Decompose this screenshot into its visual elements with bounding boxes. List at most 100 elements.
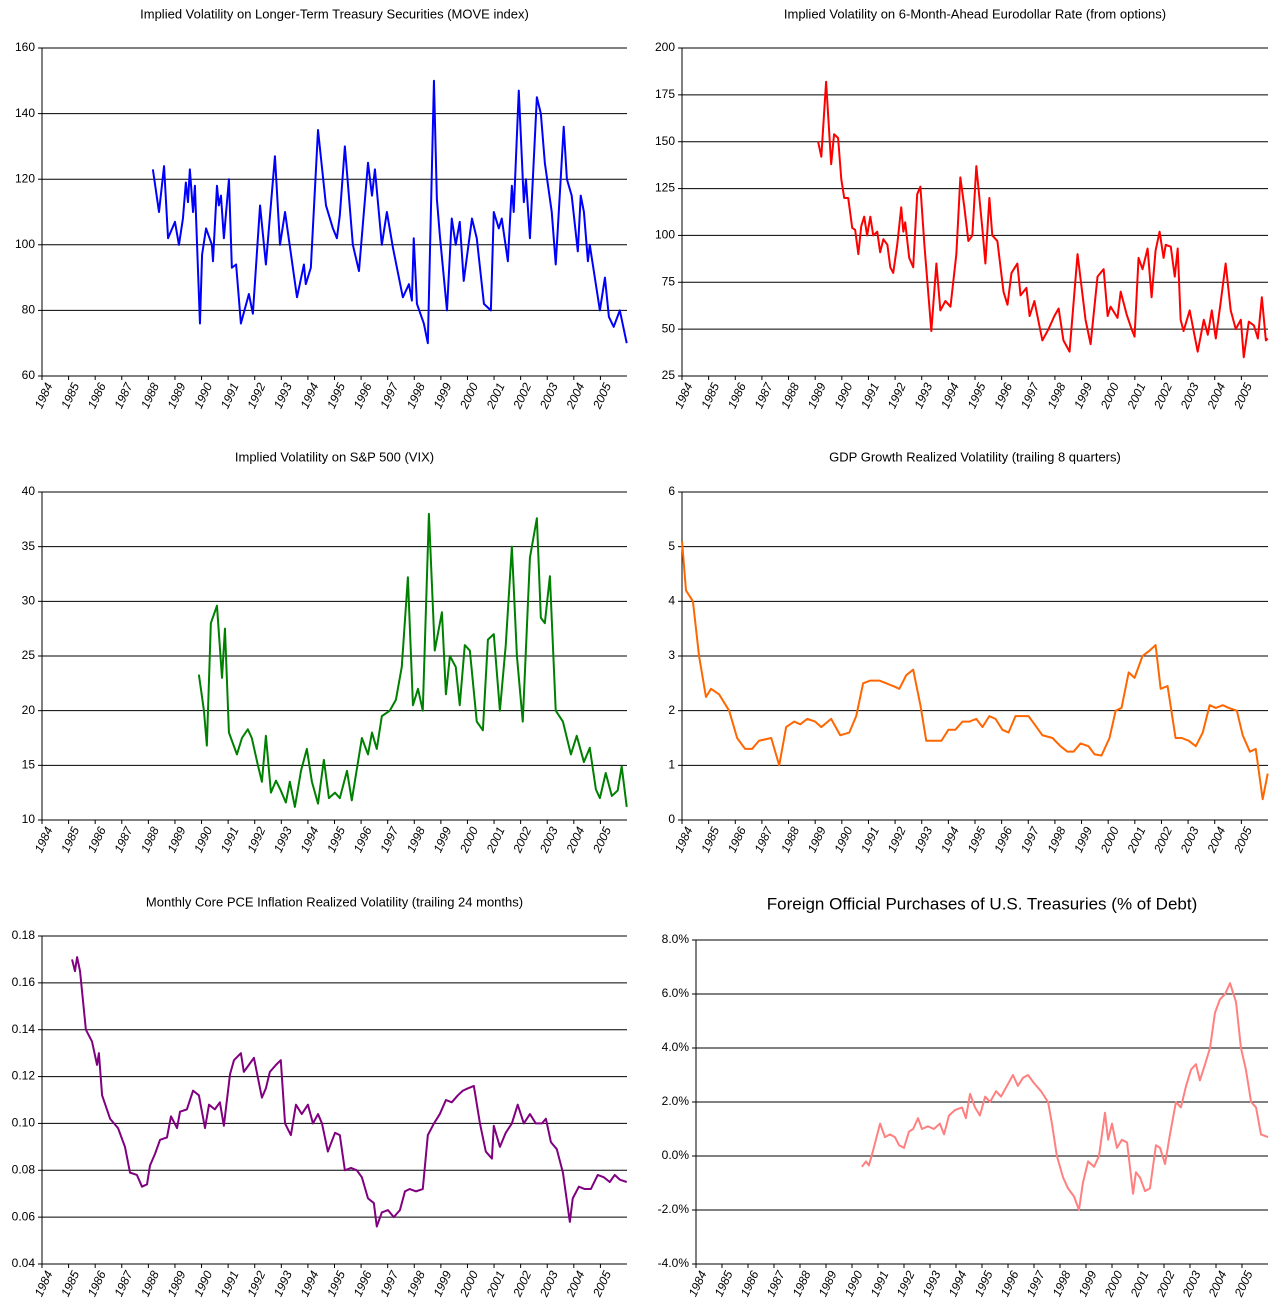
x-tick-label: 1990 xyxy=(191,380,215,410)
y-tick-label: 175 xyxy=(655,87,675,101)
x-tick-label: 1993 xyxy=(271,380,295,410)
x-tick-label: 1998 xyxy=(1045,380,1069,410)
x-tick-label: 1994 xyxy=(946,1268,970,1298)
x-tick-label: 2002 xyxy=(1153,1268,1178,1299)
y-tick-label: 160 xyxy=(15,40,35,54)
x-tick-label: 2003 xyxy=(536,380,561,411)
x-tick-label: 1989 xyxy=(165,1268,189,1298)
x-tick-label: 2005 xyxy=(590,1268,615,1299)
x-tick-label: 1996 xyxy=(351,1268,375,1298)
x-tick-label: 1987 xyxy=(752,823,777,854)
x-tick-label: 1991 xyxy=(868,1269,892,1299)
x-tick-label: 1992 xyxy=(885,380,909,410)
x-tick-label: 2002 xyxy=(510,380,535,411)
y-tick-label: 75 xyxy=(662,274,676,288)
y-tick-label: 0.06 xyxy=(12,1209,36,1223)
x-tick-label: 2001 xyxy=(483,381,507,412)
y-tick-label: 25 xyxy=(662,368,676,382)
x-tick-label: 1995 xyxy=(324,824,348,854)
y-tick-label: 15 xyxy=(22,758,36,772)
x-tick-label: 1989 xyxy=(805,380,829,410)
y-tick-label: 0.08 xyxy=(12,1162,36,1176)
x-tick-label: 1999 xyxy=(1071,824,1095,854)
x-tick-label: 1989 xyxy=(165,824,189,854)
x-tick-label: 1996 xyxy=(351,824,375,854)
x-tick-label: 1993 xyxy=(920,1268,944,1298)
x-tick-label: 2005 xyxy=(590,380,615,411)
x-tick-label: 2004 xyxy=(563,380,588,411)
data-line xyxy=(817,80,1269,359)
x-tick-label: 1987 xyxy=(752,379,777,410)
x-tick-label: 1995 xyxy=(324,1268,348,1298)
x-tick-label: 1996 xyxy=(998,1268,1022,1298)
y-tick-label: 0.16 xyxy=(12,975,36,989)
data-line xyxy=(151,79,628,345)
x-tick-label: 1988 xyxy=(790,1268,814,1298)
y-tick-label: 6 xyxy=(668,484,675,498)
x-tick-label: 2002 xyxy=(510,824,535,855)
x-tick-label: 2000 xyxy=(457,1268,482,1299)
y-tick-label: 4 xyxy=(668,594,675,608)
y-tick-label: 6.0% xyxy=(662,986,690,1000)
y-tick-label: 80 xyxy=(22,303,36,317)
x-tick-label: 1997 xyxy=(377,823,402,854)
x-tick-label: 1985 xyxy=(698,380,722,410)
y-tick-label: 125 xyxy=(655,181,675,195)
x-tick-label: 1993 xyxy=(271,1268,295,1298)
y-tick-label: 0.18 xyxy=(12,928,36,942)
x-tick-label: 1987 xyxy=(111,379,136,410)
y-tick-label: 8.0% xyxy=(662,932,690,946)
x-tick-label: 1985 xyxy=(712,1268,736,1298)
x-tick-label: 2002 xyxy=(510,1268,535,1299)
x-tick-label: 2005 xyxy=(590,824,615,855)
x-tick-label: 1994 xyxy=(938,824,962,854)
x-tick-label: 1990 xyxy=(831,824,855,854)
y-tick-label: 200 xyxy=(655,40,675,54)
x-tick-label: 1986 xyxy=(85,824,109,854)
chart-title: Monthly Core PCE Inflation Realized Vola… xyxy=(146,894,523,909)
y-tick-label: 30 xyxy=(22,594,36,608)
y-tick-label: 120 xyxy=(15,171,35,185)
x-tick-label: 2000 xyxy=(1101,1268,1126,1299)
y-tick-label: 0.04 xyxy=(12,1256,36,1270)
x-tick-label: 1992 xyxy=(244,1268,268,1298)
x-tick-label: 1996 xyxy=(351,380,375,410)
x-tick-label: 1990 xyxy=(191,1268,215,1298)
x-tick-label: 1985 xyxy=(698,824,722,854)
x-tick-label: 1989 xyxy=(165,380,189,410)
x-tick-label: 1992 xyxy=(244,380,268,410)
x-tick-label: 1997 xyxy=(1018,379,1043,410)
x-tick-label: 1992 xyxy=(244,824,268,854)
chart-title: Foreign Official Purchases of U.S. Treas… xyxy=(767,894,1198,913)
x-tick-label: 1991 xyxy=(858,825,882,855)
x-tick-label: 1984 xyxy=(32,380,56,410)
x-tick-label: 1989 xyxy=(816,1268,840,1298)
x-tick-label: 1994 xyxy=(298,1268,322,1298)
y-tick-label: 35 xyxy=(22,539,36,553)
x-tick-label: 1991 xyxy=(858,381,882,411)
x-tick-label: 1992 xyxy=(885,824,909,854)
y-tick-label: -2.0% xyxy=(658,1202,690,1216)
y-tick-label: 10 xyxy=(22,812,36,826)
x-tick-label: 2002 xyxy=(1151,380,1176,411)
x-tick-label: 2001 xyxy=(1127,1269,1151,1300)
x-tick-label: 1993 xyxy=(271,824,295,854)
x-tick-label: 1988 xyxy=(138,824,162,854)
y-tick-label: 0.0% xyxy=(662,1148,690,1162)
y-tick-label: -4.0% xyxy=(658,1256,690,1270)
x-tick-label: 1997 xyxy=(377,1267,402,1298)
chart-title: Implied Volatility on 6-Month-Ahead Euro… xyxy=(784,6,1166,21)
y-tick-label: 2 xyxy=(668,703,675,717)
x-tick-label: 2000 xyxy=(457,380,482,411)
x-tick-label: 1987 xyxy=(111,1267,136,1298)
y-tick-label: 150 xyxy=(655,134,675,148)
x-tick-label: 1987 xyxy=(764,1267,789,1298)
x-tick-label: 1998 xyxy=(404,1268,428,1298)
x-tick-label: 1997 xyxy=(1018,823,1043,854)
x-tick-label: 1990 xyxy=(831,380,855,410)
x-tick-label: 1999 xyxy=(430,1268,454,1298)
x-tick-label: 1991 xyxy=(218,1269,242,1299)
y-tick-label: 100 xyxy=(15,237,35,251)
x-tick-label: 2003 xyxy=(536,1268,561,1299)
